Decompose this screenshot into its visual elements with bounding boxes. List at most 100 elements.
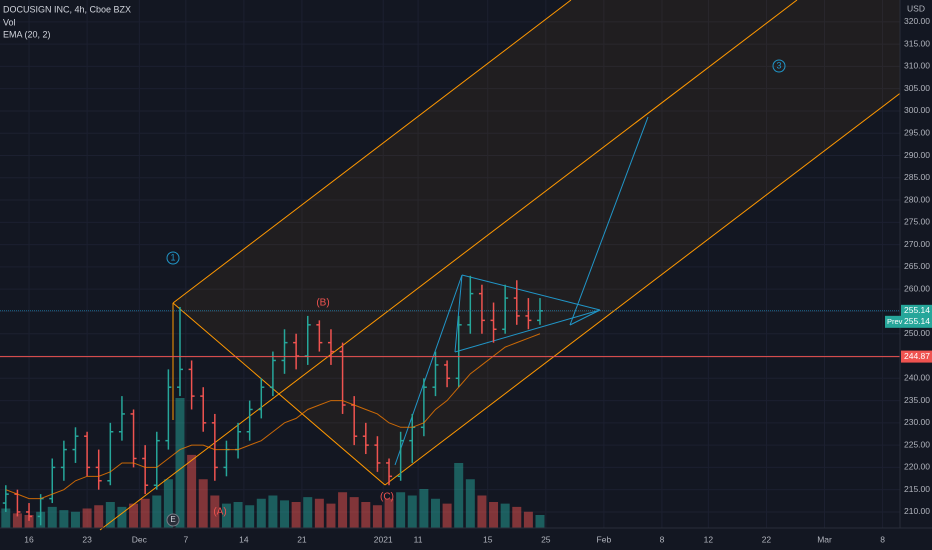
prev-close-tag: Prev bbox=[887, 317, 903, 326]
y-tick-label: 260.00 bbox=[904, 283, 930, 293]
y-tick-label: 275.00 bbox=[904, 217, 930, 227]
volume-bar bbox=[105, 502, 115, 528]
volume-bar bbox=[465, 479, 475, 528]
pitchfork-fill bbox=[173, 0, 932, 485]
x-tick-label: 2021 bbox=[374, 534, 393, 544]
y-tick-label: 250.00 bbox=[904, 328, 930, 338]
volume-bar bbox=[140, 498, 150, 528]
wave-label: (C) bbox=[380, 492, 394, 503]
volume-bar bbox=[198, 479, 208, 528]
volume-bar bbox=[129, 503, 139, 528]
ema-line bbox=[5, 333, 541, 500]
y-tick-label: 310.00 bbox=[904, 61, 930, 71]
volume-bar bbox=[210, 495, 220, 528]
volume-bar bbox=[1, 508, 11, 528]
y-tick-label: 225.00 bbox=[904, 439, 930, 449]
earnings-label: E bbox=[170, 515, 175, 524]
volume-bar bbox=[419, 489, 429, 528]
x-tick-label: 8 bbox=[660, 534, 665, 544]
volume-bar bbox=[430, 498, 440, 528]
level-box bbox=[901, 350, 932, 363]
x-tick-label: 25 bbox=[541, 534, 551, 544]
volume-bar bbox=[500, 503, 510, 528]
volume-bar bbox=[361, 502, 371, 528]
y-tick-label: 290.00 bbox=[904, 150, 930, 160]
volume-bar bbox=[256, 498, 266, 528]
volume-bar bbox=[163, 479, 173, 528]
volume-bar bbox=[291, 502, 301, 528]
y-tick-label: 220.00 bbox=[904, 462, 930, 472]
volume-bar bbox=[152, 495, 162, 528]
volume-bar bbox=[523, 511, 533, 528]
trend-line bbox=[454, 274, 463, 353]
volume-bar bbox=[454, 463, 464, 528]
volume-bar bbox=[396, 492, 406, 528]
currency: USD bbox=[907, 3, 925, 13]
volume-bar bbox=[442, 503, 452, 528]
y-tick-label: 295.00 bbox=[904, 127, 930, 137]
volume-bar bbox=[326, 503, 336, 528]
volume-bar bbox=[372, 505, 382, 528]
earnings-marker[interactable] bbox=[166, 513, 180, 527]
volume-bar bbox=[117, 506, 127, 528]
y-tick-label: 235.00 bbox=[904, 395, 930, 405]
volume-bar bbox=[280, 500, 290, 528]
x-tick-label: Feb bbox=[597, 534, 612, 544]
x-tick-label: 11 bbox=[414, 534, 423, 544]
volume-bar bbox=[314, 498, 324, 528]
volume-bar bbox=[268, 495, 278, 528]
volume-bar bbox=[94, 505, 104, 528]
axes: 210.00 215.00 220.00 225.00 230.00 235.00 240.… bbox=[24, 16, 932, 544]
y-tick-label: 305.00 bbox=[904, 83, 930, 93]
y-tick-label: 230.00 bbox=[904, 417, 930, 427]
volume-bar bbox=[82, 508, 92, 528]
volume-bar bbox=[24, 515, 34, 528]
y-tick-label: 280.00 bbox=[904, 194, 930, 204]
x-tick-label: 12 bbox=[704, 534, 714, 544]
volume-bar bbox=[59, 510, 69, 528]
x-tick-label: Dec bbox=[132, 534, 148, 544]
volume-bar bbox=[512, 506, 522, 528]
wave-label: 3 bbox=[776, 60, 781, 70]
pitchfork-upper bbox=[172, 0, 572, 304]
projection-line bbox=[569, 116, 649, 326]
x-tick-label: 7 bbox=[183, 534, 188, 544]
last-price-box bbox=[901, 304, 932, 317]
volume-bar bbox=[407, 495, 417, 528]
level-label: 244.87 bbox=[904, 351, 930, 361]
y-tick-label: 315.00 bbox=[904, 38, 930, 48]
y-tick-label: 285.00 bbox=[904, 172, 930, 182]
x-tick-label: 23 bbox=[82, 534, 92, 544]
y-tick-label: 270.00 bbox=[904, 239, 930, 249]
volume-bar bbox=[303, 497, 313, 528]
volume-bar bbox=[70, 511, 80, 528]
wave-label: (A) bbox=[213, 507, 226, 518]
volume-bar bbox=[384, 498, 394, 528]
wave-label: 1 bbox=[170, 252, 175, 262]
chart-title: DOCUSIGN INC, 4h, Cboe BZX bbox=[3, 4, 131, 14]
pitchfork-lower bbox=[384, 68, 932, 486]
volume-bar bbox=[338, 492, 348, 528]
volume-bar bbox=[47, 506, 57, 528]
y-tick-label: 300.00 bbox=[904, 105, 930, 115]
volume-bar bbox=[245, 505, 255, 528]
x-tick-label: 14 bbox=[239, 534, 249, 544]
y-tick-label: 320.00 bbox=[904, 16, 930, 26]
y-tick-label: 210.00 bbox=[904, 506, 930, 516]
x-tick-label: 8 bbox=[880, 534, 885, 544]
volume-label: Vol bbox=[3, 17, 16, 27]
y-tick-label: 240.00 bbox=[904, 373, 930, 383]
triangle-pattern bbox=[394, 116, 649, 466]
volume-bar bbox=[221, 503, 231, 528]
price-axis bbox=[900, 0, 932, 550]
volume-bar bbox=[187, 454, 197, 528]
x-tick-label: Mar bbox=[817, 534, 832, 544]
wave-circle bbox=[166, 251, 180, 265]
volume-bar bbox=[349, 497, 359, 528]
prev-close-box bbox=[885, 315, 932, 328]
trend-line bbox=[569, 309, 601, 326]
pitchfork bbox=[99, 0, 932, 531]
trend-line bbox=[454, 309, 601, 353]
